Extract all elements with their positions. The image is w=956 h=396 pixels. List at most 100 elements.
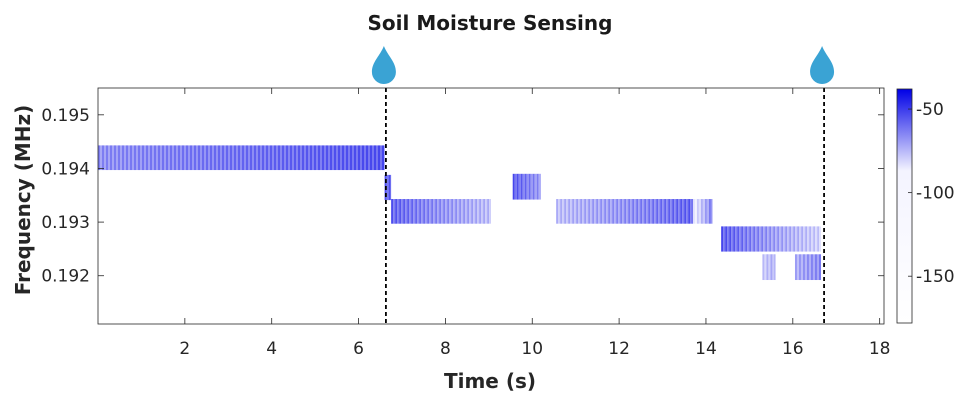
spectrogram-cell: [122, 145, 124, 171]
spectrogram-cell: [804, 254, 807, 281]
spectrogram-cell: [230, 145, 232, 171]
colorbar-tick-label: -50: [916, 100, 944, 120]
spectrogram-cell: [308, 145, 310, 171]
spectrogram-cell: [304, 145, 306, 171]
spectrogram-cell: [214, 145, 216, 171]
spectrogram-bands: [98, 145, 822, 281]
spectrogram-cell: [704, 199, 707, 224]
spectrogram-cell: [447, 199, 450, 224]
spectrogram-cell: [384, 145, 385, 171]
spectrogram-cell: [696, 199, 699, 224]
spectrogram-cell: [668, 199, 671, 224]
colorbar-gradient: [896, 88, 913, 324]
spectrogram-cell: [558, 199, 561, 224]
spectrogram-cell: [314, 145, 316, 171]
spectrogram-cell: [791, 226, 794, 252]
spectrogram-cell: [192, 145, 194, 171]
spectrogram-cell: [463, 199, 466, 224]
x-axis-label: Time (s): [444, 369, 536, 393]
spectrogram-cell: [413, 199, 416, 224]
spectrogram-cell: [350, 145, 352, 171]
y-axis-ticks: 0.192 0.193 0.194 0.195: [41, 106, 884, 287]
spectrogram-cell: [124, 145, 126, 171]
spectrogram-cell: [802, 254, 805, 281]
spectrogram-cell: [228, 145, 230, 171]
spectrogram-cell: [775, 226, 778, 252]
spectrogram-cell: [376, 145, 378, 171]
spectrogram-cell: [284, 145, 286, 171]
spectrogram-cell: [302, 145, 304, 171]
spectrogram-cell: [380, 145, 382, 171]
spectrogram-cell: [98, 145, 100, 171]
spectrogram-cell: [120, 145, 122, 171]
spectrogram-cell: [234, 145, 236, 171]
spectrogram-cell: [628, 199, 631, 224]
spectrogram-cell: [737, 226, 740, 252]
spectrogram-cell: [280, 145, 282, 171]
spectrogram-cell: [290, 145, 292, 171]
spectrogram-cell: [725, 226, 728, 252]
spectrogram-cell: [136, 145, 138, 171]
x-tick-label: 16: [782, 339, 804, 359]
spectrogram-cell: [678, 199, 681, 224]
spectrogram-cell: [310, 145, 312, 171]
spectrogram-band: [762, 254, 776, 281]
spectrogram-cell: [250, 145, 252, 171]
spectrogram-cell: [276, 145, 278, 171]
spectrogram-cell: [538, 173, 541, 200]
spectrogram-cell: [566, 199, 569, 224]
spectrogram-cell: [592, 199, 595, 224]
x-tick-label: 12: [608, 339, 630, 359]
spectrogram-cell: [644, 199, 647, 224]
spectrogram-cell: [793, 226, 796, 252]
spectrogram-cell: [749, 226, 752, 252]
water-drop-icon: [371, 46, 396, 84]
spectrogram-cell: [562, 199, 565, 224]
spectrogram-cell: [244, 145, 246, 171]
spectrogram-cell: [817, 226, 820, 252]
spectrogram-cell: [763, 226, 766, 252]
spectrogram-cell: [772, 254, 775, 281]
spectrogram-cell: [481, 199, 484, 224]
spectrogram-cell: [608, 199, 611, 224]
spectrogram-cell: [200, 145, 202, 171]
spectrogram-cell: [652, 199, 655, 224]
spectrogram-cell: [262, 145, 264, 171]
spectrogram-cell: [224, 145, 226, 171]
x-tick-label: 10: [521, 339, 543, 359]
spectrogram-cell: [594, 199, 597, 224]
spectrogram-cell: [236, 145, 238, 171]
chart-title: Soil Moisture Sensing: [368, 11, 613, 35]
spectrogram-cell: [564, 199, 567, 224]
spectrogram-cell: [128, 145, 130, 171]
spectrogram-cell: [811, 226, 814, 252]
spectrogram-cell: [518, 173, 521, 200]
spectrogram-cell: [104, 145, 106, 171]
spectrogram-cell: [800, 254, 803, 281]
spectrogram-cell: [674, 199, 677, 224]
spectrogram-cell: [560, 199, 563, 224]
spectrogram-cell: [654, 199, 657, 224]
spectrogram-cell: [584, 199, 587, 224]
spectrogram-cell: [666, 199, 669, 224]
spectrogram-cell: [646, 199, 649, 224]
spectrogram-cell: [427, 199, 430, 224]
spectrogram-cell: [455, 199, 458, 224]
spectrogram-cell: [807, 226, 810, 252]
spectrogram-cell: [602, 199, 605, 224]
spectrogram-cell: [407, 199, 410, 224]
spectrogram-cell: [779, 226, 782, 252]
spectrogram-cell: [294, 145, 296, 171]
spectrogram-cell: [190, 145, 192, 171]
spectrogram-cell: [789, 226, 792, 252]
spectrogram-cell: [266, 145, 268, 171]
spectrogram-band: [692, 199, 713, 224]
spectrogram-cell: [162, 145, 164, 171]
spectrogram-cell: [483, 199, 486, 224]
spectrogram-cell: [100, 145, 102, 171]
spectrogram-cell: [764, 254, 767, 281]
spectrogram-cell: [216, 145, 218, 171]
spectrogram-cell: [320, 145, 322, 171]
spectrogram-cell: [596, 199, 599, 224]
spectrogram-cell: [604, 199, 607, 224]
